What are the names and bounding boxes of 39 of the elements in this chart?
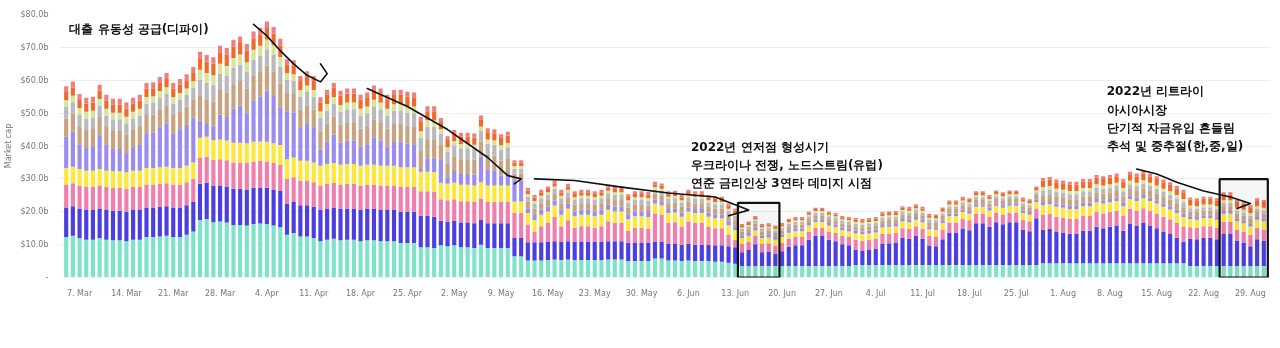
x-tick-label: 18. Jul	[956, 288, 982, 298]
x-tick-label: 9. May	[487, 288, 515, 298]
x-tick-label: 4. Jul	[865, 288, 886, 298]
x-tick-label: 25. Apr	[392, 288, 423, 298]
x-tick-label: 15. Aug	[1141, 288, 1173, 298]
x-tick-label: 27. Jun	[815, 288, 843, 298]
y-tick-label: $50.0b	[20, 108, 49, 118]
y-tick-label: $40.0b	[20, 141, 49, 151]
x-tick-label: 4. Apr	[254, 288, 280, 298]
y-tick-label: $80.0b	[20, 10, 49, 19]
y-tick-label: $60.0b	[20, 75, 49, 85]
x-tick-label: 18. Apr	[346, 288, 376, 298]
x-tick-label: 1. Aug	[1050, 288, 1076, 298]
x-tick-label: 11. Jul	[910, 288, 936, 298]
x-tick-label: 23. May	[578, 288, 611, 298]
x-tick-label: 8. Aug	[1097, 288, 1123, 298]
x-tick-label: 16. May	[532, 288, 565, 298]
x-tick-label: 7. Mar	[66, 288, 93, 298]
y-tick-label: $10.0b	[20, 240, 49, 250]
x-tick-label: 20. Jun	[768, 288, 796, 298]
x-tick-label: 13. Jun	[721, 288, 750, 298]
y-tick-label: $20.0b	[20, 207, 49, 217]
x-tick-label: 2. May	[440, 288, 468, 298]
x-tick-label: 21. Mar	[158, 288, 190, 298]
x-tick-label: 29. Aug	[1234, 288, 1266, 298]
x-tick-label: 11. Apr	[299, 288, 330, 298]
y-tick-label: $30.0b	[20, 174, 49, 184]
y-tick-label: -	[45, 273, 49, 282]
annotation: 2022년 연저점 형성시기 우크라이나 전쟁, 노드스트림(유럽) 연준 금리인상 3연타 데미지 시점	[690, 140, 883, 191]
y-tick-label: $70.0b	[20, 42, 49, 52]
x-tick-label: 22. Aug	[1188, 288, 1220, 298]
x-tick-label: 28. Mar	[204, 288, 236, 298]
annotation: 대출 유동성 공급(디파이)	[69, 22, 209, 37]
annotation: 2022년 리트라이 아시아시장 단기적 자금유입 흔들림 추석 및 중추절(한,중,일)	[1106, 84, 1244, 154]
x-tick-label: 30. May	[625, 288, 658, 298]
x-tick-label: 25. Jul	[1003, 288, 1029, 298]
y-axis-title: Market cap	[3, 123, 13, 169]
x-tick-label: 6. Jun	[677, 288, 700, 298]
x-tick-label: 14. Mar	[111, 288, 143, 298]
